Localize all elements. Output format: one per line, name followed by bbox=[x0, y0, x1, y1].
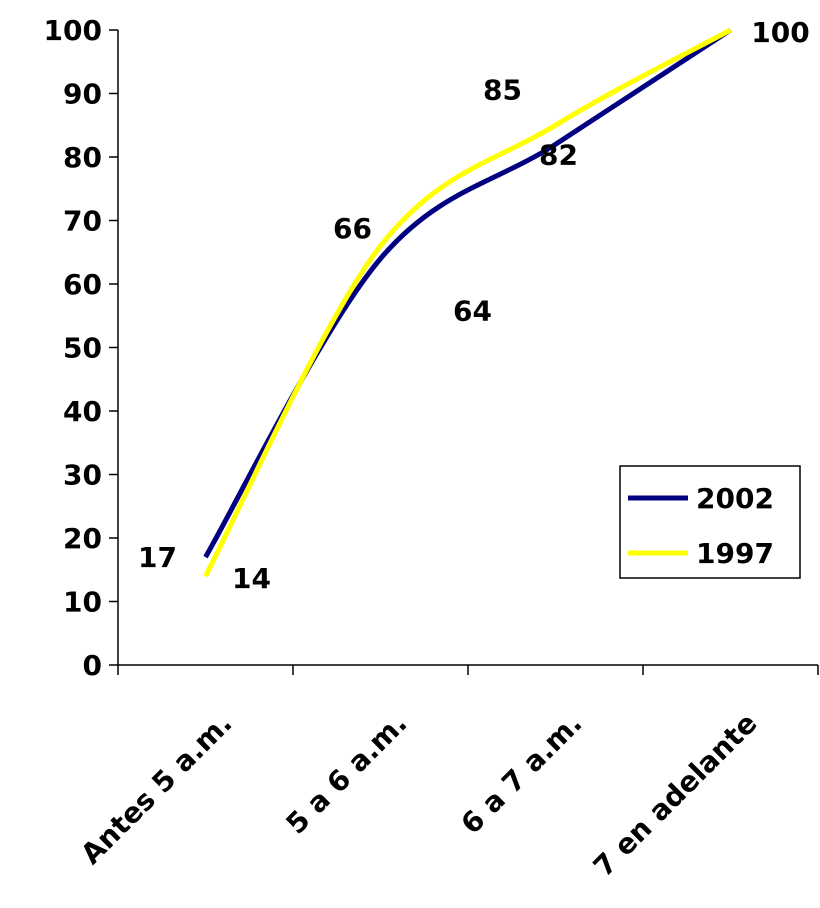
legend-label: 2002 bbox=[696, 482, 774, 515]
y-tick-label: 70 bbox=[63, 205, 102, 238]
y-tick-label: 10 bbox=[63, 586, 102, 619]
legend-box bbox=[619, 465, 801, 579]
data-label: 66 bbox=[333, 212, 372, 245]
data-labels: 17 14 66 64 85 82 100 bbox=[138, 16, 810, 595]
data-label: 64 bbox=[453, 295, 492, 328]
data-label: 17 bbox=[138, 541, 177, 574]
y-axis-ticks: 0 10 20 30 40 50 60 70 80 90 100 bbox=[44, 14, 118, 682]
data-label: 14 bbox=[232, 562, 271, 595]
y-tick-label: 80 bbox=[63, 141, 102, 174]
y-tick-label: 50 bbox=[63, 332, 102, 365]
x-tick-label: 5 a 6 a.m. bbox=[279, 707, 413, 841]
legend-label: 1997 bbox=[696, 537, 774, 570]
y-tick-label: 90 bbox=[63, 78, 102, 111]
data-label: 100 bbox=[751, 16, 809, 49]
x-tick-label: Antes 5 a.m. bbox=[74, 707, 238, 871]
series-lines bbox=[203, 27, 732, 578]
y-tick-label: 60 bbox=[63, 268, 102, 301]
x-axis-ticks: Antes 5 a.m. 5 a 6 a.m. 6 a 7 a.m.7 en ade… bbox=[74, 665, 819, 884]
legend: 2002 1997 bbox=[619, 465, 801, 579]
y-tick-label: 40 bbox=[63, 395, 102, 428]
data-label: 82 bbox=[539, 138, 578, 171]
y-tick-label: 30 bbox=[63, 459, 102, 492]
x-tick-label: 7 en adelante bbox=[587, 707, 764, 884]
y-tick-label: 20 bbox=[63, 522, 102, 555]
y-tick-label: 100 bbox=[44, 14, 102, 47]
series-line-2002 bbox=[203, 27, 732, 559]
data-label: 85 bbox=[483, 73, 522, 106]
series-line-1997 bbox=[203, 27, 732, 578]
y-tick-label: 0 bbox=[83, 649, 102, 682]
x-tick-label: 6 a 7 a.m. bbox=[454, 707, 588, 841]
